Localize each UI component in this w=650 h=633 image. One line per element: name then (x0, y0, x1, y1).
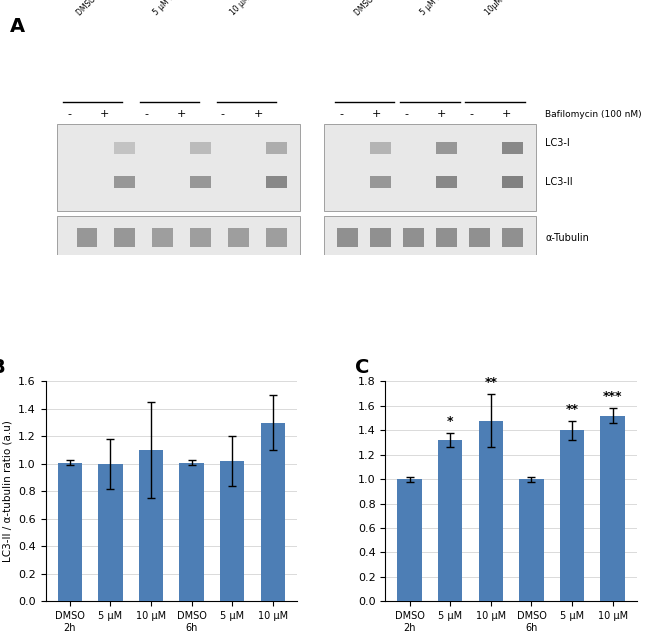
Bar (469, 228, 490, 248)
Text: DMSO 6h: DMSO 6h (353, 0, 384, 18)
Text: **: ** (484, 376, 497, 389)
Bar (370, 228, 391, 248)
Text: -: - (469, 110, 473, 119)
Bar (438, 440, 462, 601)
Bar (502, 142, 523, 154)
Text: A: A (10, 18, 25, 37)
Bar (403, 228, 424, 248)
Text: +: + (437, 110, 447, 119)
Text: +: + (372, 110, 382, 119)
Text: -: - (404, 110, 408, 119)
Text: -: - (67, 110, 71, 119)
Text: α-Tubulin: α-Tubulin (545, 232, 589, 242)
Bar (266, 228, 287, 248)
Text: +: + (502, 110, 512, 119)
Bar (98, 464, 123, 601)
Text: 10μM NCT-504 6h: 10μM NCT-504 6h (483, 0, 538, 18)
Bar (58, 463, 82, 601)
Bar (220, 461, 244, 601)
Text: ***: *** (603, 391, 623, 403)
Bar (114, 142, 135, 154)
Bar (190, 228, 211, 248)
Bar (228, 228, 249, 248)
Bar (370, 142, 391, 154)
Bar (436, 142, 457, 154)
Bar (436, 176, 457, 188)
Y-axis label: LC3-II / α-tubulin ratio (a.u): LC3-II / α-tubulin ratio (a.u) (3, 420, 12, 562)
Bar (266, 176, 287, 188)
Bar (478, 420, 503, 601)
Bar (57, 124, 300, 211)
Bar (324, 216, 536, 254)
Bar (139, 450, 163, 601)
Bar (324, 124, 536, 211)
Bar (190, 142, 211, 154)
Text: +: + (177, 110, 187, 119)
Bar (190, 176, 211, 188)
Text: **: ** (566, 403, 578, 416)
Bar (502, 228, 523, 248)
Bar (261, 423, 285, 601)
Bar (77, 228, 98, 248)
Bar (114, 176, 135, 188)
Text: *: * (447, 415, 454, 428)
Text: 5 μM NCT-504 6h: 5 μM NCT-504 6h (418, 0, 471, 18)
Bar (266, 142, 287, 154)
Bar (57, 216, 300, 254)
Text: 5 μM NCT-504 2h: 5 μM NCT-504 2h (152, 0, 205, 18)
Text: DMSO 2h: DMSO 2h (75, 0, 107, 18)
Bar (398, 479, 422, 601)
Bar (179, 463, 204, 601)
Text: -: - (221, 110, 225, 119)
Bar (519, 479, 543, 601)
Text: Bafilomycin (100 nM): Bafilomycin (100 nM) (545, 110, 642, 119)
Text: C: C (355, 358, 369, 377)
Text: +: + (254, 110, 263, 119)
Bar (601, 416, 625, 601)
Bar (114, 228, 135, 248)
Text: 10 μM NCT-504 2h: 10 μM NCT-504 2h (229, 0, 285, 18)
Bar (436, 228, 457, 248)
Text: -: - (339, 110, 343, 119)
Bar (370, 176, 391, 188)
Text: LC3-II: LC3-II (545, 177, 573, 187)
Text: -: - (144, 110, 148, 119)
Text: +: + (100, 110, 109, 119)
Bar (152, 228, 173, 248)
Text: LC3-I: LC3-I (545, 138, 570, 148)
Text: B: B (0, 358, 5, 377)
Bar (502, 176, 523, 188)
Bar (560, 430, 584, 601)
Bar (337, 228, 358, 248)
